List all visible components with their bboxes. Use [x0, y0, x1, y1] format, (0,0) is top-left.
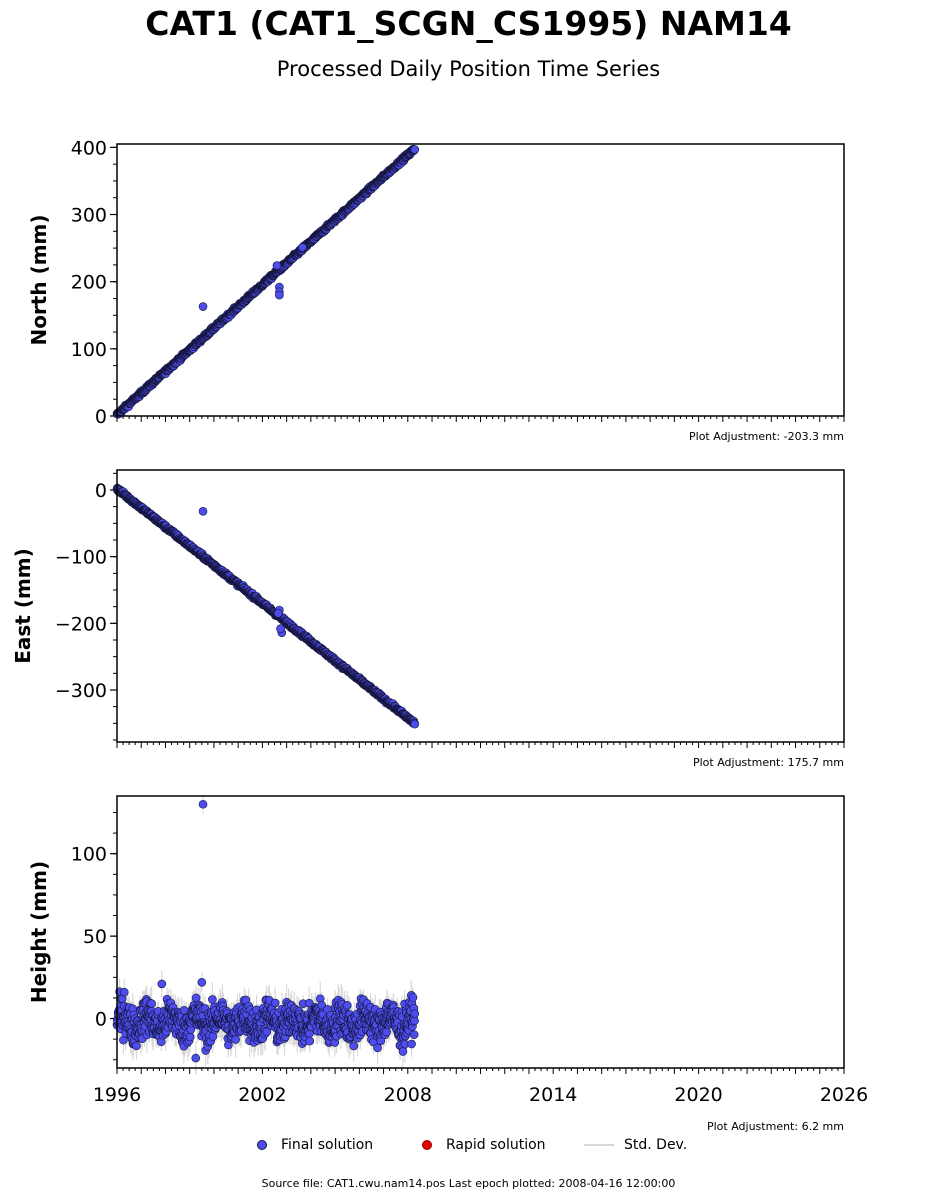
y-tick-label: 50: [83, 926, 107, 948]
data-points: [112, 483, 420, 729]
plot-frame: [116, 143, 845, 417]
x-tick-label: 2020: [674, 1084, 722, 1106]
x-tick-label: 2008: [384, 1084, 432, 1106]
x-tick-label: 2002: [238, 1084, 286, 1106]
data-point: [119, 987, 129, 997]
data-point: [179, 1005, 189, 1015]
data-point: [272, 261, 282, 270]
y-tick-label: 400: [71, 137, 107, 159]
plot-frame: [116, 795, 845, 1069]
data-point: [197, 977, 207, 987]
legend-rapid: Rapid solution: [422, 1137, 546, 1153]
data-point: [157, 979, 167, 989]
data-point: [262, 1027, 272, 1037]
rapid-solution-marker: [422, 1140, 432, 1150]
data-point: [198, 302, 208, 311]
plot-adjustment-label: Plot Adjustment: 175.7 mm: [693, 756, 844, 769]
panel-north: 0 100 200 300 400 North (mm) Plot Adjustment: …: [27, 137, 845, 443]
y-axis-label: North (mm): [27, 214, 51, 345]
data-point: [270, 998, 280, 1008]
legend-stddev-label: Std. Dev.: [624, 1137, 688, 1153]
y-tick-label: 100: [71, 339, 107, 361]
data-point: [373, 1043, 382, 1053]
data-point: [191, 1053, 201, 1063]
data-point: [410, 719, 420, 729]
y-tick-label: 0: [95, 480, 107, 502]
y-tick-label: −200: [55, 613, 107, 635]
data-point: [298, 243, 307, 252]
y-tick-label: −300: [55, 680, 107, 702]
y-axis-label: Height (mm): [27, 861, 51, 1003]
y-tick-label: 100: [71, 844, 107, 866]
data-point: [349, 1041, 359, 1051]
y-tick-label: 0: [95, 406, 107, 428]
data-point: [147, 999, 156, 1008]
data-point: [409, 1030, 419, 1039]
x-tick-label: 2026: [820, 1084, 868, 1106]
data-point: [276, 624, 285, 633]
chart-subtitle: Processed Daily Position Time Series: [276, 57, 661, 81]
data-point: [132, 1041, 141, 1051]
legend-rapid-label: Rapid solution: [446, 1137, 546, 1153]
data-point: [407, 1039, 416, 1049]
y-tick-label: 0: [95, 1009, 107, 1031]
data-points: [112, 144, 420, 419]
y-axis-label: East (mm): [11, 548, 35, 664]
legend-final: Final solution: [257, 1137, 373, 1153]
data-point: [198, 799, 208, 809]
data-point: [410, 145, 420, 154]
data-point: [305, 1036, 315, 1046]
x-tick-label: 2014: [529, 1084, 577, 1106]
data-points: [112, 799, 420, 1063]
data-point: [198, 507, 208, 516]
data-point: [231, 1035, 240, 1044]
source-note: Source file: CAT1.cwu.nam14.pos Last epo…: [261, 1177, 676, 1190]
data-point: [185, 1032, 195, 1042]
x-tick-label: 1996: [93, 1084, 141, 1106]
data-point: [273, 609, 283, 618]
data-point: [408, 993, 418, 1002]
panel-height: 0 50 100 Height (mm) Plot Adjustment: 6.2 mm…: [27, 794, 868, 1133]
y-tick-label: 200: [71, 272, 107, 294]
data-point: [275, 290, 284, 300]
stddev-marker: [584, 1144, 614, 1146]
data-point: [410, 1009, 420, 1019]
data-point: [382, 1027, 391, 1037]
legend-final-label: Final solution: [281, 1137, 374, 1153]
plot-adjustment-label: Plot Adjustment: 6.2 mm: [707, 1120, 844, 1133]
data-point: [208, 995, 217, 1004]
y-tick-label: 300: [71, 205, 107, 227]
data-point: [398, 1047, 408, 1056]
data-point: [410, 1016, 419, 1026]
y-tick-label: −100: [55, 547, 107, 569]
plot-frame: [116, 469, 845, 743]
data-point: [343, 1000, 352, 1010]
plot-adjustment-label: Plot Adjustment: -203.3 mm: [689, 430, 844, 443]
legend-stddev: Std. Dev.: [584, 1137, 687, 1153]
panel-east: 0 −100 −200 −300 East (mm) Plot Adjustment: 1…: [11, 469, 845, 769]
chart-title: CAT1 (CAT1_SCGN_CS1995) NAM14: [145, 4, 792, 43]
final-solution-marker: [257, 1140, 267, 1150]
